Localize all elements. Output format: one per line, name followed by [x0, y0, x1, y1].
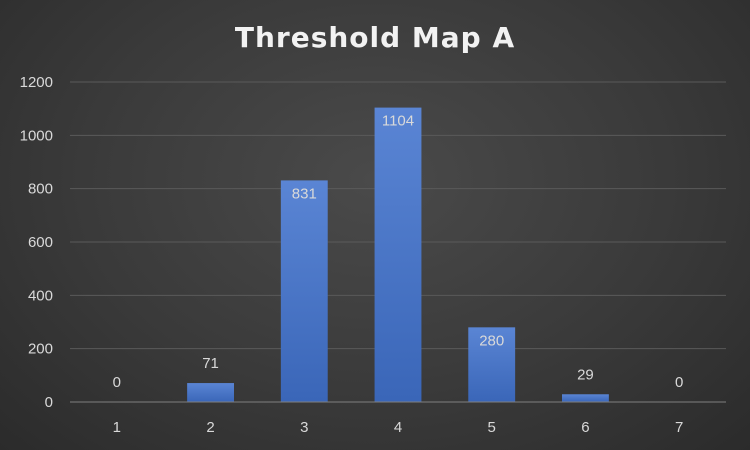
- bar-3: [280, 180, 328, 402]
- y-tick-label: 0: [45, 394, 53, 411]
- bar-4: [374, 107, 422, 402]
- data-label-7: 0: [675, 374, 683, 391]
- y-tick-label: 200: [28, 341, 53, 358]
- y-tick-label: 1200: [20, 74, 53, 91]
- data-label-5: 280: [479, 332, 504, 349]
- x-tick-label: 7: [675, 419, 683, 436]
- x-tick-label: 5: [488, 419, 496, 436]
- data-label-1: 0: [113, 374, 121, 391]
- x-axis-ticks: 1 2 3 4 5 6 7: [113, 419, 684, 436]
- data-label-4: 1104: [382, 113, 414, 130]
- y-tick-label: 600: [28, 234, 53, 251]
- y-axis-ticks: 0 200 400 600 800 1000 1200: [20, 74, 53, 411]
- x-tick-label: 6: [581, 419, 589, 436]
- x-tick-label: 1: [113, 419, 121, 436]
- bar-2: [187, 383, 234, 402]
- x-tick-label: 2: [206, 419, 214, 436]
- chart-title: Threshold Map A: [235, 21, 515, 54]
- bar-5: [468, 327, 516, 402]
- bar-6: [562, 394, 609, 402]
- data-labels: 0 71 831 1104 280 29 0: [113, 113, 684, 391]
- data-label-2: 71: [202, 355, 219, 372]
- bars: [187, 107, 609, 402]
- x-tick-label: 3: [300, 419, 308, 436]
- y-tick-label: 400: [28, 287, 53, 304]
- data-label-3: 831: [292, 185, 317, 202]
- x-tick-label: 4: [394, 419, 402, 436]
- y-tick-label: 1000: [20, 127, 53, 144]
- data-label-6: 29: [577, 366, 594, 383]
- y-tick-label: 800: [28, 181, 53, 198]
